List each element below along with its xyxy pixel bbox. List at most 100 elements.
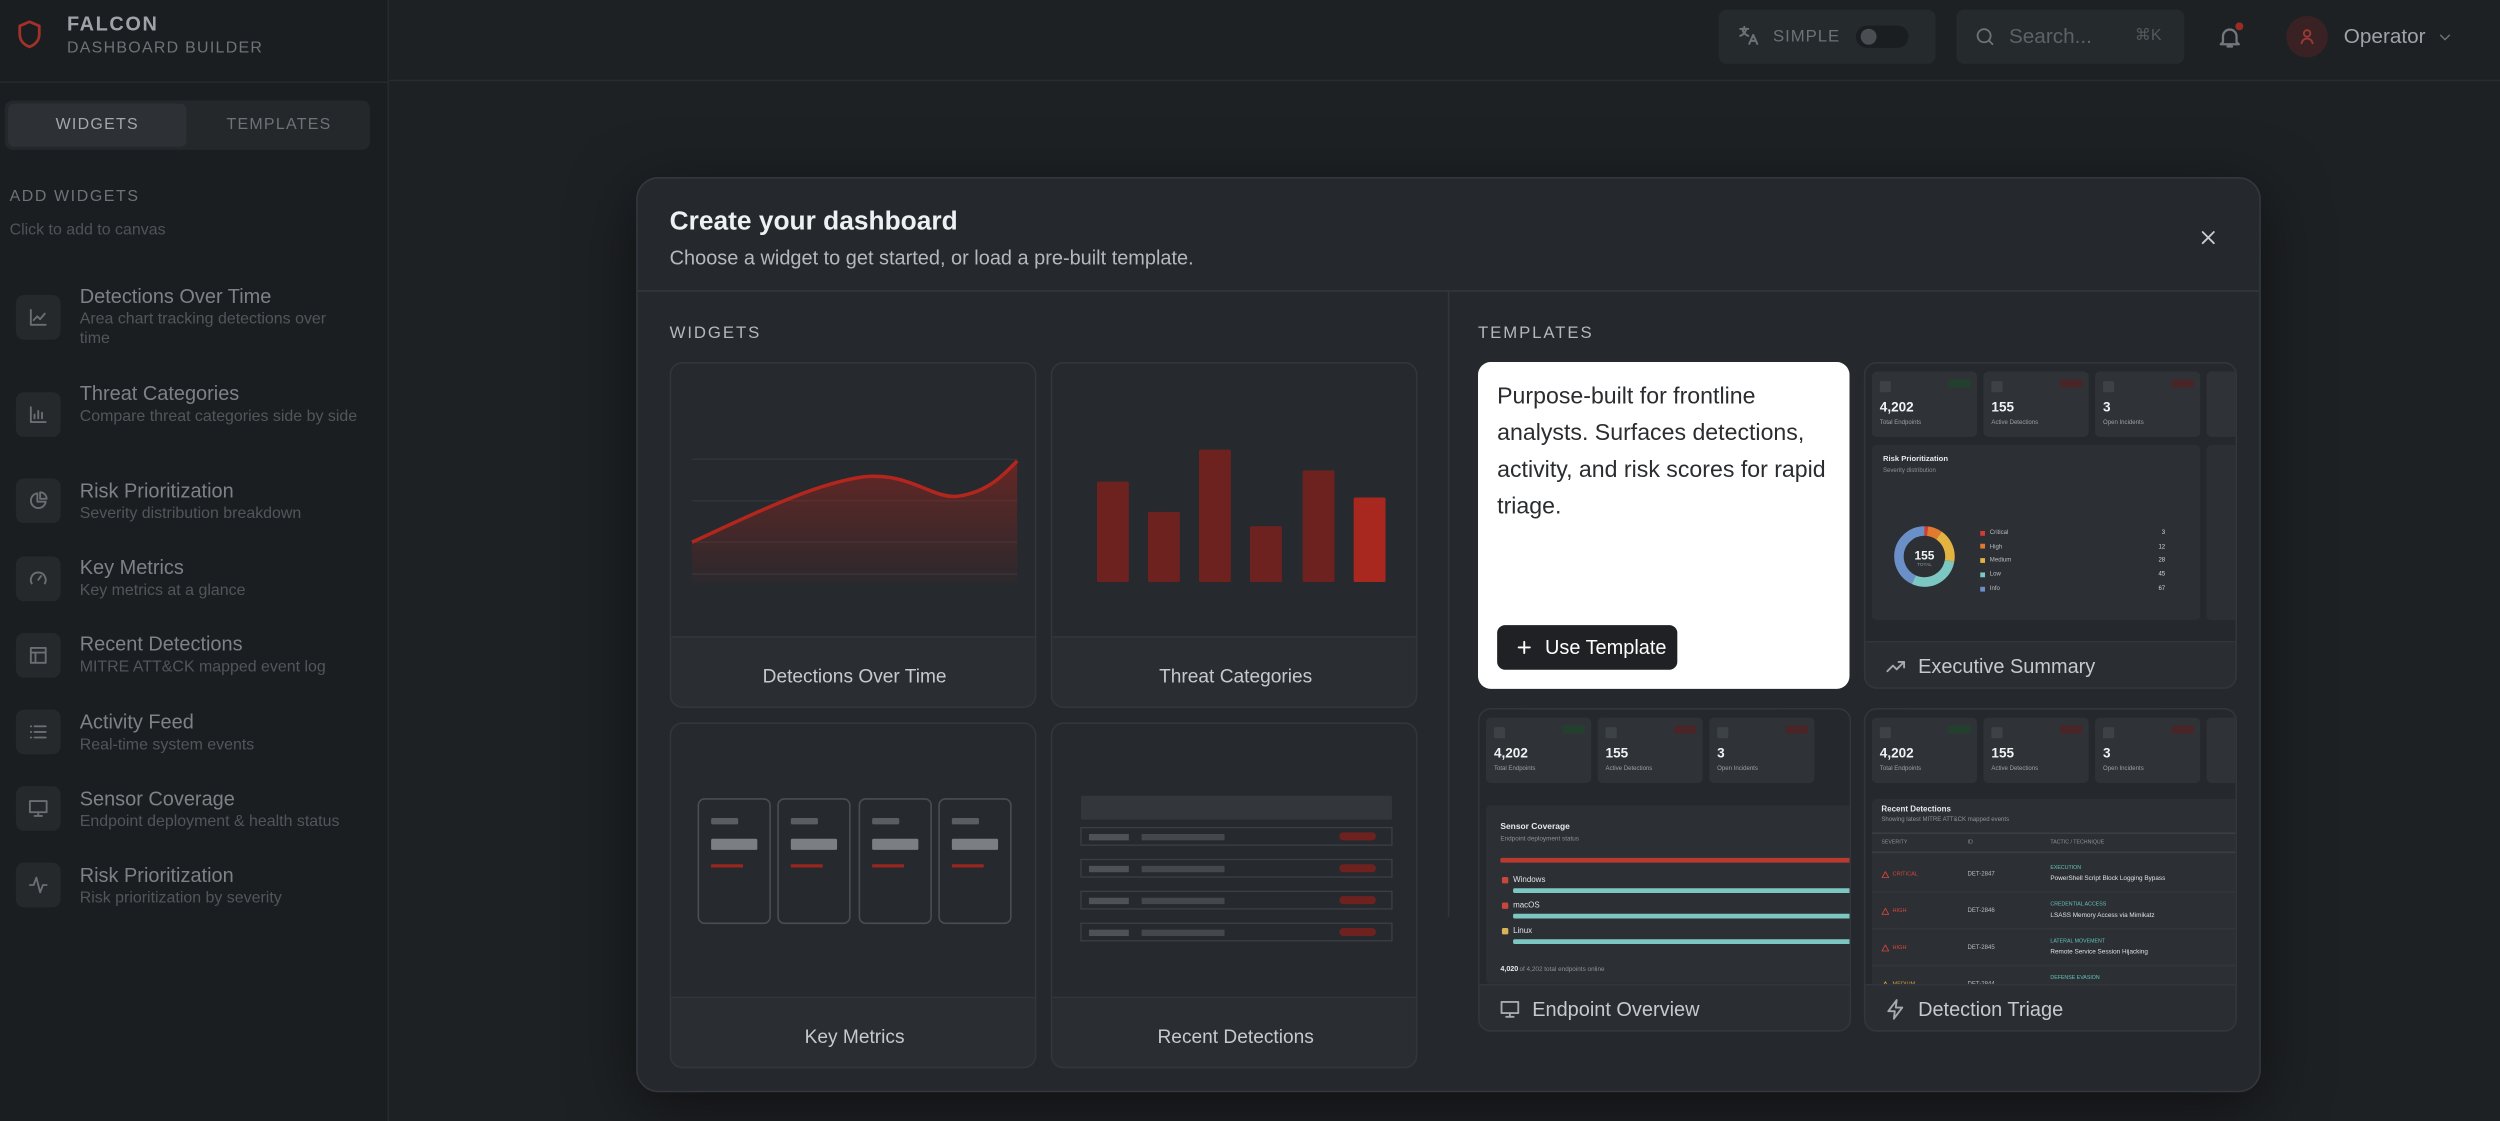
stat-card: 155 Active Detections (1983, 371, 2089, 437)
detection-id: DET-2847 (1967, 870, 1995, 877)
risk-panel-2 (2206, 444, 2236, 621)
logo-icon-shape (18, 20, 41, 49)
preview-tile (938, 798, 1012, 925)
preview-row (1080, 890, 1393, 910)
stat-delta (2171, 725, 2194, 734)
donut-segment (1894, 526, 1955, 587)
legend-value: 12 (2158, 542, 2166, 550)
panel-title: Sensor Coverage (1500, 822, 1570, 833)
stat-card: 155 Active Detections (1597, 717, 1703, 783)
preview-cell (1088, 929, 1129, 937)
widget-icon-shape (29, 308, 47, 326)
detection-id: DET-2845 (1967, 943, 1995, 950)
technique: LSASS Memory Access via Mimikatz (2050, 909, 2155, 918)
widget-title: Key Metrics (79, 555, 184, 579)
stat-delta (2171, 379, 2194, 388)
widget-card[interactable]: Detections Over Time (669, 361, 1037, 709)
widget-icon (29, 308, 47, 326)
template-card[interactable]: 4,202 Total Endpoints 155 Active Detections… (1863, 708, 2237, 1032)
severity-icon-shape (1881, 943, 1890, 951)
preview-pill (1339, 832, 1376, 841)
widget-preview (1052, 723, 1416, 999)
widget-description: MITRE ATT&CK mapped event log (79, 658, 326, 677)
template-thumbnail: 4,202 Total Endpoints 155 Active Detections… (1479, 709, 1850, 986)
template-card[interactable]: 4,202 Total Endpoints 155 Active Detections… (1863, 361, 2237, 689)
widget-description: Severity distribution breakdown (79, 505, 302, 524)
preview-tile-label (790, 818, 818, 825)
detection-id: DET-2844 (1967, 980, 1995, 986)
template-card-featured[interactable]: Purpose-built for frontline analysts. Su… (1478, 361, 1850, 689)
preview-bar (1198, 449, 1231, 583)
tab[interactable]: TEMPLATES (226, 115, 332, 134)
widget-title: Activity Feed (79, 710, 194, 733)
use-template-button[interactable]: Use Template (1497, 625, 1678, 670)
section-hint: Click to add to canvas (9, 221, 166, 240)
stat-value: 155 (1991, 398, 2015, 415)
stat-delta (2059, 725, 2083, 734)
preview-tile (697, 798, 771, 925)
legend-name: Medium (1989, 557, 2012, 564)
template-thumbnail: 4,202 Total Endpoints 155 Active Detections… (1865, 709, 2236, 986)
stat-delta (1785, 725, 1809, 734)
section-heading: ADD WIDGETS (9, 188, 140, 206)
preview-cell (1141, 833, 1225, 841)
preview-tile (777, 798, 851, 925)
os-icon (1501, 877, 1509, 884)
template-name: Endpoint Overview (1532, 997, 1700, 1020)
mode-icon (1739, 25, 1759, 45)
preview-bar (1147, 511, 1180, 583)
table-divider (1871, 851, 2236, 854)
search-icon (1976, 28, 1994, 46)
preview-row (1080, 858, 1393, 878)
stat-value: 3 (1717, 744, 1725, 761)
modal-title: Create your dashboard (669, 207, 958, 237)
widget-card[interactable]: Key Metrics (669, 722, 1037, 1069)
stat-icon (2103, 727, 2115, 739)
stat-value: 4,202 (1879, 744, 1914, 761)
stat-value: 3 (2103, 744, 2111, 761)
widget-description: Area chart tracking detections over time (79, 310, 327, 347)
widget-icon-shape (29, 491, 48, 509)
donut-segment (1894, 526, 1955, 587)
template-description: Purpose-built for frontline analysts. Su… (1497, 384, 1826, 520)
stat-label: Open Incidents (2103, 418, 2144, 426)
template-icon-shape (1887, 999, 1904, 1020)
widget-title: Detections Over Time (79, 284, 272, 307)
severity-icon (1881, 943, 1890, 951)
widgets-heading: WIDGETS (669, 323, 762, 343)
stat-card: 3 Open Incidents (1709, 717, 1815, 783)
coverage-bar (1500, 857, 1850, 863)
avatar-icon (2300, 29, 2314, 45)
table-divider (1871, 832, 2236, 834)
tab[interactable]: WIDGETS (55, 115, 139, 134)
widget-card[interactable]: Recent Detections (1050, 722, 1418, 1069)
widget-icon-shape (29, 647, 47, 664)
close-button[interactable] (2197, 226, 2219, 248)
divider (0, 81, 390, 83)
widget-description: Risk prioritization by severity (79, 889, 282, 908)
severity-icon (1881, 870, 1890, 878)
legend-value: 3 (2161, 528, 2166, 536)
legend-name: Info (1989, 585, 2000, 592)
widget-card[interactable]: Threat Categories (1050, 361, 1418, 709)
preview-bar (1302, 470, 1335, 583)
stat-icon (1879, 727, 1891, 739)
preview-cell (1088, 865, 1129, 873)
button-icon-shape (1517, 640, 1531, 654)
template-card[interactable]: 4,202 Total Endpoints 155 Active Detections… (1478, 708, 1852, 1032)
widget-icon-shape (29, 725, 47, 739)
preview-tile-accent (951, 864, 984, 868)
os-name: Windows (1513, 875, 1546, 886)
mode-toggle[interactable]: SIMPLE (1718, 9, 1936, 64)
user-name: Operator (2343, 24, 2426, 49)
template-name: Detection Triage (1918, 997, 2064, 1020)
row-divider (1871, 928, 2236, 930)
search-box[interactable]: Search... ⌘K (1956, 9, 2185, 64)
widget-icon-shape (28, 876, 48, 894)
notifications-icon (2219, 28, 2240, 48)
severity: CRITICAL (1892, 870, 1918, 877)
preview-row (1080, 922, 1393, 942)
coverage-panel: Sensor Coverage Endpoint deployment statu… (1485, 805, 1850, 984)
avatar-icon-shape (2300, 29, 2314, 45)
preview-tile-label (951, 818, 979, 825)
